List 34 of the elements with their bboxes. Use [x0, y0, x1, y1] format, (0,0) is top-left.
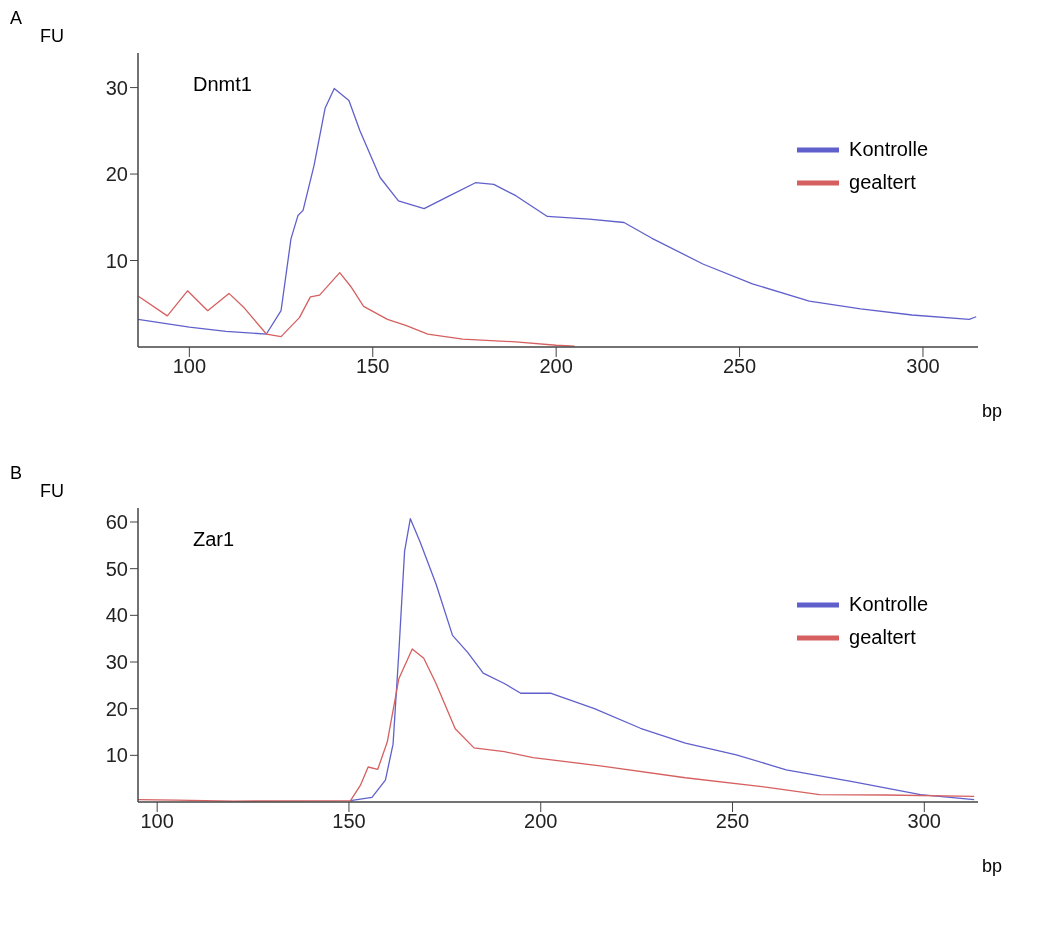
y-tick-label: 50 — [105, 557, 128, 580]
y-tick-label: 10 — [105, 744, 128, 767]
x-tick-label: 300 — [907, 810, 941, 833]
legend-label: gealtert — [849, 171, 916, 194]
chart-title: B — [10, 463, 23, 484]
x-tick-label: 100 — [140, 810, 174, 833]
x-tick-label: 300 — [906, 355, 940, 378]
line-series — [138, 271, 576, 347]
x-tick-label: 200 — [524, 810, 558, 833]
y-axis-title: FU — [40, 26, 64, 47]
chart-title: A — [10, 8, 23, 29]
y-tick-label: 20 — [105, 163, 128, 186]
x-tick-label: 250 — [722, 355, 757, 378]
y-tick-label: 30 — [105, 651, 128, 674]
y-axis-title: FU — [40, 481, 64, 502]
x-tick-label: 250 — [715, 810, 750, 833]
x-axis-title: bp — [982, 401, 1003, 422]
x-tick-label: 150 — [356, 355, 390, 378]
y-tick-label: 40 — [105, 604, 128, 627]
x-tick-label: 200 — [539, 355, 573, 378]
x-tick-label: 150 — [332, 810, 366, 833]
x-tick-label: 100 — [172, 355, 207, 378]
annotation: Dnmt1 — [193, 73, 252, 96]
legend-label: gealtert — [849, 626, 916, 649]
legend-label: Kontrolle — [849, 593, 928, 616]
y-tick-label: 30 — [105, 76, 128, 99]
line-series — [349, 518, 975, 802]
y-tick-label: 60 — [105, 511, 128, 534]
line-series — [138, 648, 975, 802]
annotation: Zar1 — [193, 528, 235, 551]
x-axis-title: bp — [982, 856, 1003, 877]
y-tick-label: 20 — [105, 697, 128, 720]
legend-label: Kontrolle — [849, 138, 928, 161]
y-tick-label: 10 — [105, 249, 128, 272]
